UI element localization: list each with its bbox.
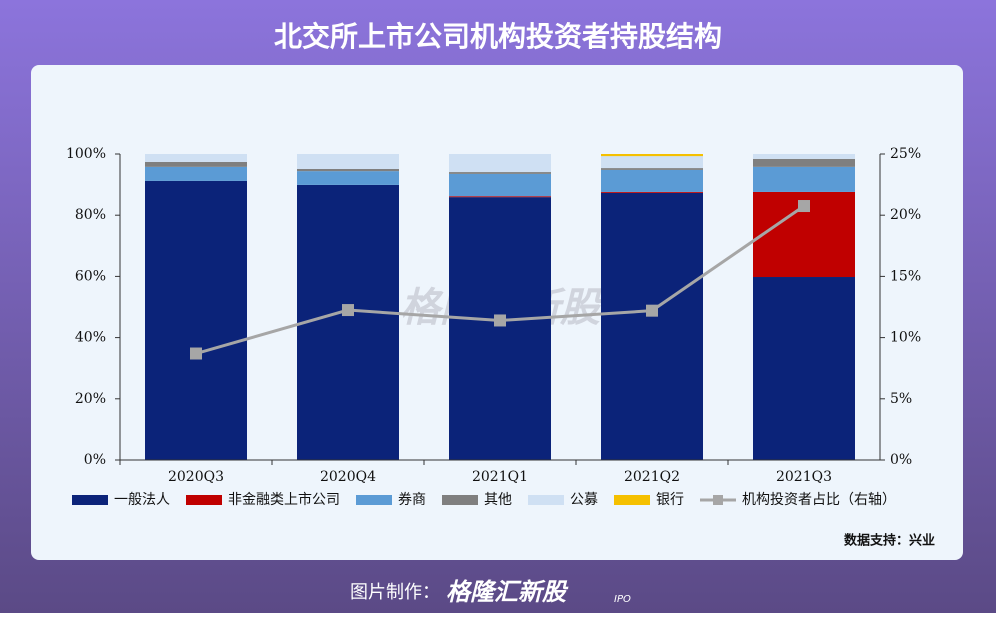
y2-tick-label: 25% — [890, 146, 921, 162]
bar-segment — [449, 154, 551, 173]
y2-tick-label: 5% — [890, 391, 912, 407]
y-tick-label: 60% — [75, 268, 106, 284]
bar-segment — [297, 154, 399, 169]
x-tick-label: 2021Q3 — [776, 469, 832, 485]
legend-label: 银行 — [656, 492, 684, 508]
bar-segment — [601, 192, 703, 460]
bar-segment — [753, 166, 855, 192]
bar-segment — [145, 180, 247, 461]
legend-swatch — [713, 495, 723, 505]
legend-label: 非金融类上市公司 — [228, 491, 340, 508]
bar-segment — [297, 171, 399, 185]
legend-label: 公募 — [570, 492, 598, 508]
y-tick-label: 100% — [66, 146, 106, 162]
legend-swatch — [528, 495, 564, 505]
bar-segment — [601, 191, 703, 193]
bar-segment — [297, 184, 399, 460]
y2-tick-label: 10% — [890, 330, 921, 346]
legend-label: 机构投资者占比（右轴） — [742, 492, 896, 508]
legend-label: 券商 — [398, 492, 426, 508]
bar-segment — [753, 154, 855, 159]
y-tick-label: 20% — [75, 391, 106, 407]
line-marker — [190, 347, 202, 360]
bar-segment — [753, 277, 855, 460]
source-note: 数据支持：兴业 — [844, 533, 935, 549]
y2-tick-label: 20% — [890, 207, 921, 223]
legend-label: 一般法人 — [114, 492, 170, 508]
bar-segment — [601, 169, 703, 192]
x-tick-label: 2020Q4 — [320, 469, 376, 485]
line-marker — [494, 314, 506, 327]
x-tick-label: 2020Q3 — [168, 469, 224, 485]
bar-segment — [449, 197, 551, 460]
line-marker — [798, 200, 810, 213]
bar-segment — [449, 196, 551, 198]
y-tick-label: 40% — [75, 330, 106, 346]
bar-segment — [601, 156, 703, 169]
bar-segment — [601, 168, 703, 170]
legend-swatch — [356, 495, 392, 505]
bar-segment — [145, 166, 247, 181]
bar-segment — [449, 173, 551, 197]
x-tick-label: 2021Q1 — [472, 469, 528, 485]
line-marker — [342, 304, 354, 317]
y2-tick-label: 0% — [890, 452, 912, 468]
legend-label: 其他 — [484, 492, 512, 508]
bar-segment — [601, 154, 703, 157]
y-tick-label: 0% — [84, 452, 106, 468]
footer-brand-tag: IPO — [614, 594, 631, 605]
footer-brand: 格隆汇新股 — [446, 578, 569, 606]
line-marker — [646, 304, 658, 317]
footer-label: 图片制作： — [350, 582, 440, 603]
x-tick-label: 2021Q2 — [624, 469, 680, 485]
legend-swatch — [442, 495, 478, 505]
y2-tick-label: 15% — [890, 268, 921, 284]
y-tick-label: 80% — [75, 207, 106, 223]
legend-swatch — [72, 495, 108, 505]
bar-segment — [449, 172, 551, 174]
legend-swatch — [614, 495, 650, 505]
bar-segment — [297, 168, 399, 172]
bar-segment — [753, 158, 855, 167]
legend-swatch — [186, 495, 222, 505]
bar-segment — [145, 154, 247, 162]
chart-title: 北交所上市公司机构投资者持股结构 — [274, 20, 722, 53]
bar-segment — [145, 161, 247, 167]
